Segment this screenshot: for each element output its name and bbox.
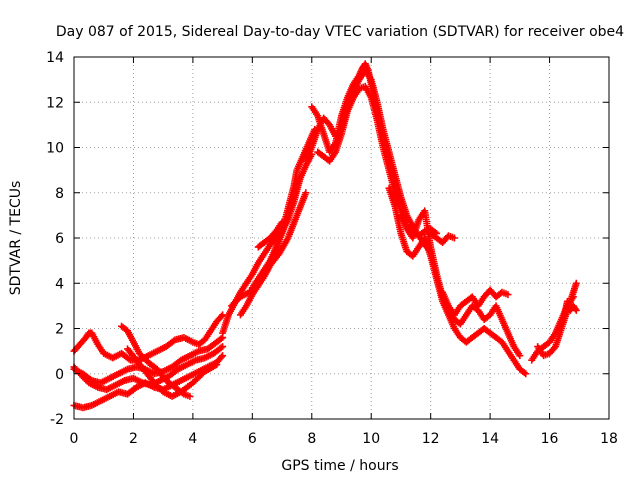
y-tick-label: 14 <box>46 50 64 66</box>
x-tick-label: 2 <box>129 431 138 447</box>
data-point <box>217 335 225 343</box>
data-point <box>219 352 227 360</box>
series-peak-3 <box>314 82 441 240</box>
chart-title: Day 087 of 2015, Sidereal Day-to-day VTE… <box>56 24 624 40</box>
data-point <box>522 370 530 378</box>
x-tick-label: 4 <box>188 431 197 447</box>
x-axis-label: GPS time / hours <box>281 458 398 474</box>
plot-area <box>70 60 580 412</box>
series-track-b <box>70 334 227 387</box>
y-axis-ticks: -2 0 2 4 6 8 10 12 14 <box>46 50 609 428</box>
series-rise-2 <box>228 125 319 310</box>
y-tick-label: -2 <box>50 412 64 428</box>
data-point <box>302 189 310 197</box>
x-tick-label: 12 <box>422 431 440 447</box>
data-point <box>572 306 580 314</box>
series-track-e <box>118 322 194 400</box>
x-tick-label: 14 <box>481 431 499 447</box>
series-fall-3 <box>439 286 512 319</box>
data-point <box>571 305 579 313</box>
series-fall-2 <box>397 207 524 360</box>
data-point <box>213 361 221 369</box>
data-point <box>125 355 133 363</box>
x-tick-label: 16 <box>541 431 559 447</box>
y-tick-label: 12 <box>46 95 64 111</box>
x-tick-label: 18 <box>600 431 618 447</box>
series-rise-4 <box>254 218 286 251</box>
y-axis-label: SDTVAR / TECUs <box>8 181 24 296</box>
data-point <box>450 234 458 242</box>
data-point <box>217 312 225 320</box>
series-tail-3 <box>560 297 580 319</box>
data-point <box>520 369 528 377</box>
x-tick-label: 6 <box>248 431 257 447</box>
series-tail-2 <box>534 279 580 360</box>
data-point <box>278 218 286 226</box>
y-tick-label: 10 <box>46 141 64 157</box>
y-tick-label: 4 <box>55 276 64 292</box>
x-tick-label: 8 <box>307 431 316 447</box>
data-point <box>516 352 524 360</box>
data-point <box>504 291 512 299</box>
data-point <box>572 279 580 287</box>
y-tick-label: 2 <box>55 322 64 338</box>
y-tick-label: 8 <box>55 186 64 202</box>
series-fall-4 <box>427 229 458 247</box>
series-track-a <box>70 311 227 364</box>
data-point <box>217 353 225 361</box>
x-axis-ticks: 0 2 4 6 8 10 12 14 16 18 <box>70 57 618 447</box>
x-tick-label: 0 <box>70 431 79 447</box>
data-point <box>217 344 225 352</box>
data-point <box>186 392 194 400</box>
y-tick-label: 6 <box>55 231 64 247</box>
series-rise-5 <box>236 189 310 319</box>
data-point <box>219 343 227 351</box>
data-point <box>219 311 227 319</box>
x-tick-label: 10 <box>362 431 380 447</box>
y-tick-label: 0 <box>55 367 64 383</box>
series-track-f <box>124 345 221 400</box>
